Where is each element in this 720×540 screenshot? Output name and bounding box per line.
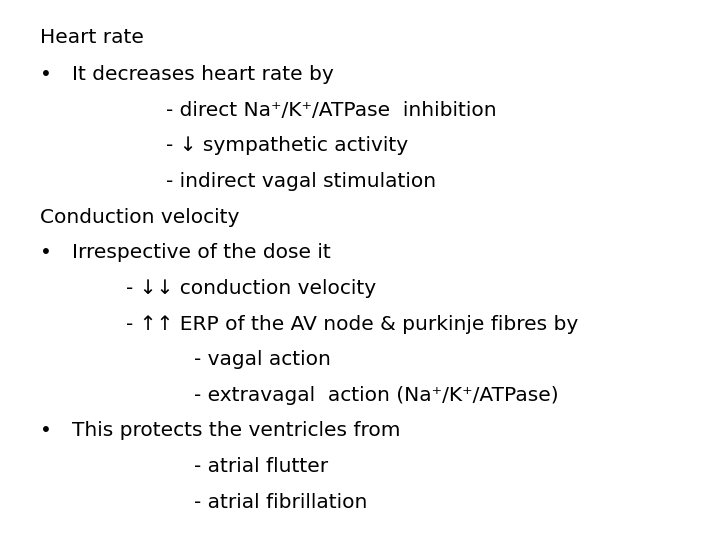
Text: This protects the ventricles from: This protects the ventricles from	[72, 421, 400, 441]
Text: - atrial flutter: - atrial flutter	[194, 457, 328, 476]
Text: - indirect vagal stimulation: - indirect vagal stimulation	[166, 172, 436, 191]
Text: - ↓ sympathetic activity: - ↓ sympathetic activity	[166, 136, 408, 156]
Text: - extravagal  action (Na⁺/K⁺/ATPase): - extravagal action (Na⁺/K⁺/ATPase)	[194, 386, 559, 405]
Text: - ↓↓ conduction velocity: - ↓↓ conduction velocity	[126, 279, 376, 298]
Text: Irrespective of the dose it: Irrespective of the dose it	[72, 243, 330, 262]
Text: - vagal action: - vagal action	[194, 350, 331, 369]
Text: •: •	[40, 243, 51, 262]
Text: - ↑↑ ERP of the AV node & purkinje fibres by: - ↑↑ ERP of the AV node & purkinje fibre…	[126, 314, 578, 334]
Text: - atrial fibrillation: - atrial fibrillation	[194, 492, 368, 512]
Text: It decreases heart rate by: It decreases heart rate by	[72, 65, 334, 84]
Text: •: •	[40, 65, 51, 84]
Text: •: •	[40, 421, 51, 441]
Text: Conduction velocity: Conduction velocity	[40, 207, 239, 227]
Text: Heart rate: Heart rate	[40, 28, 143, 48]
Text: - direct Na⁺/K⁺/ATPase  inhibition: - direct Na⁺/K⁺/ATPase inhibition	[166, 100, 496, 120]
